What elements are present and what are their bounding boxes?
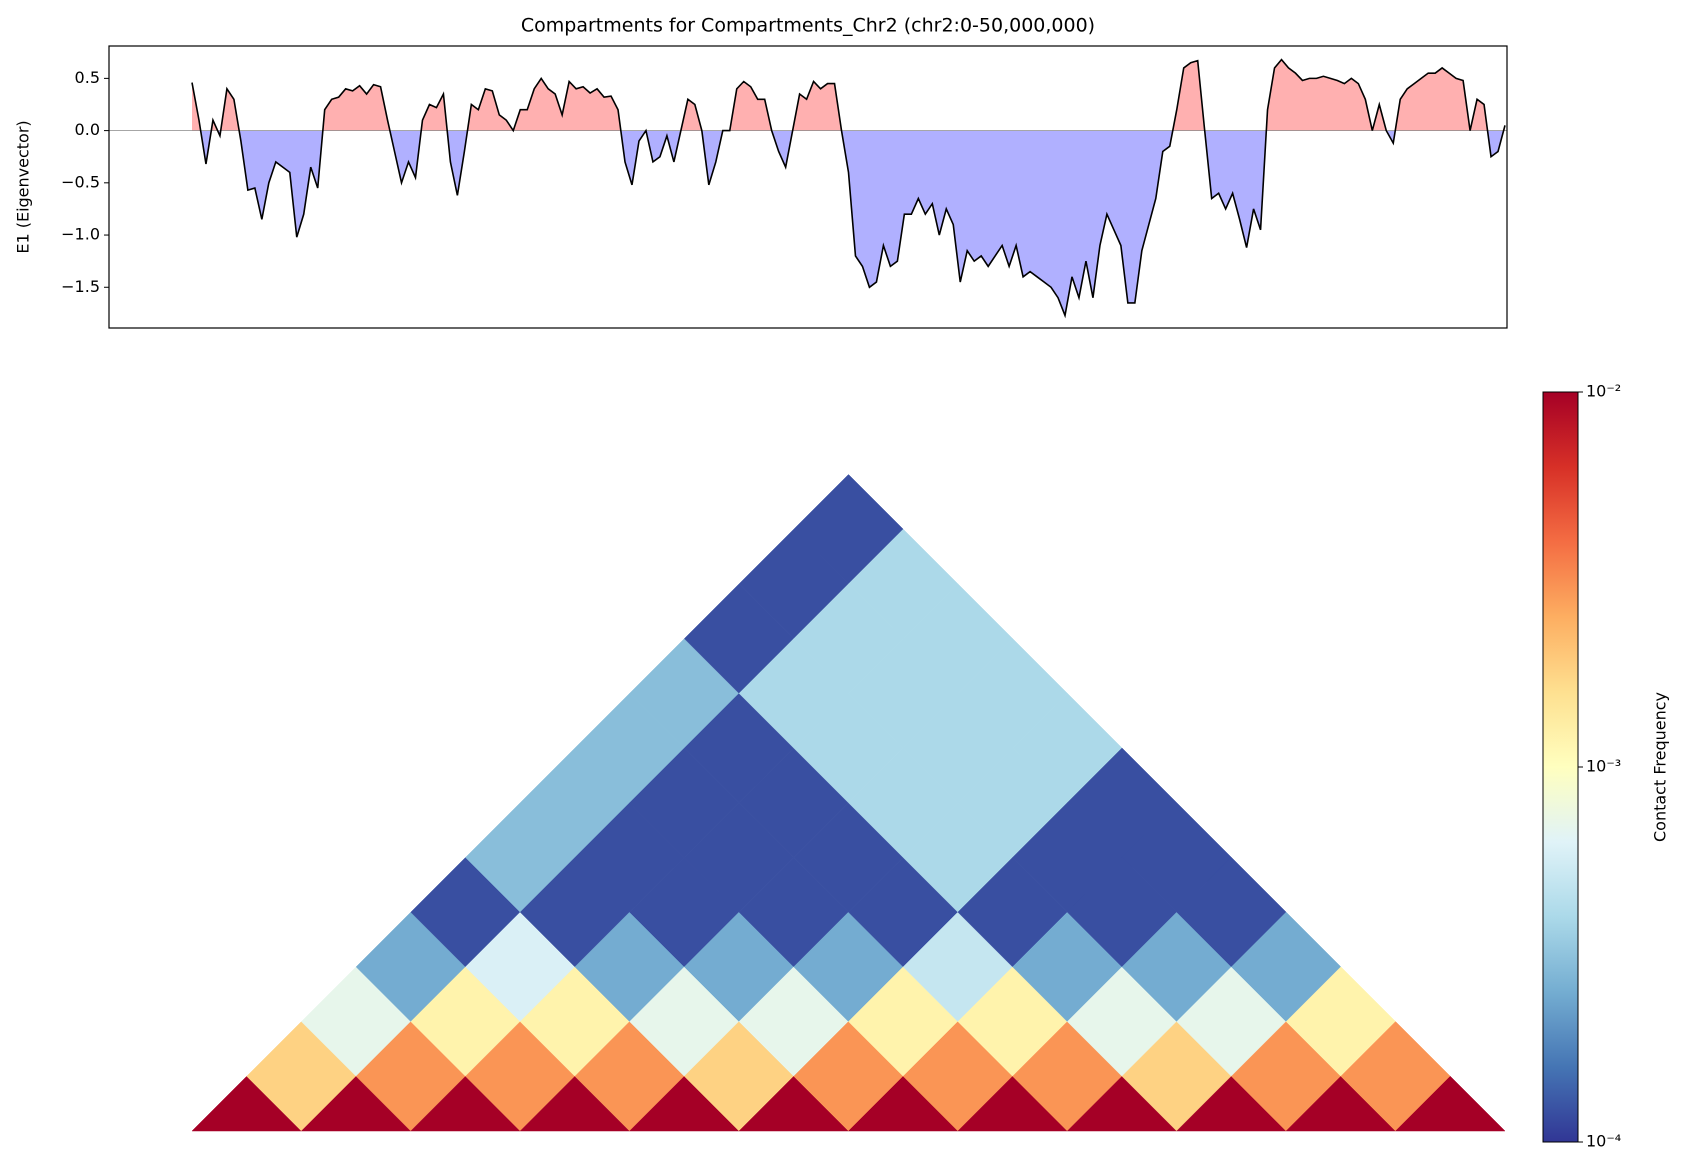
heatmap-cell	[1394, 1075, 1506, 1132]
colorbar-tick-label: 10⁻⁴	[1586, 1132, 1621, 1151]
colorbar	[1542, 391, 1579, 1143]
negative-area	[200, 130, 1504, 316]
positive-area	[192, 59, 1505, 131]
y-tick-label: 0.0	[75, 120, 100, 139]
y-tick-label: −1.5	[61, 277, 100, 296]
axes-frame	[108, 45, 1508, 329]
eigenvector-line	[191, 58, 1506, 319]
y-axis-label: E1 (Eigenvector)	[14, 120, 33, 253]
y-tick-label: −1.0	[61, 225, 100, 244]
colorbar-tick-label: 10⁻²	[1586, 382, 1621, 401]
chart-title: Compartments for Compartments_Chr2 (chr2…	[521, 15, 1095, 37]
y-tick-label: 0.5	[75, 68, 100, 87]
colorbar-tick-label: 10⁻³	[1586, 757, 1621, 776]
y-tick-label: −0.5	[61, 172, 100, 191]
colorbar-label: Contact Frequency	[1651, 692, 1670, 842]
